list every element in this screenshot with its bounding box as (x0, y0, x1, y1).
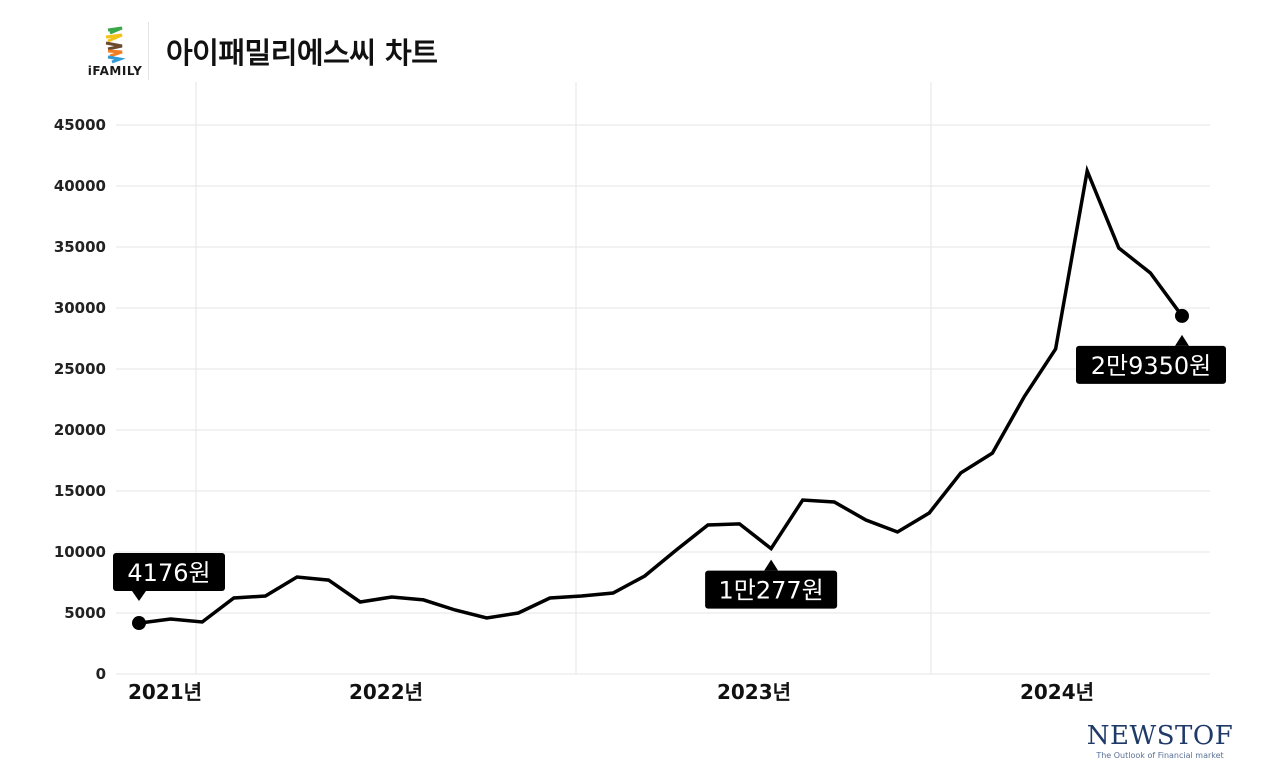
brand-tagline: The Outlook of Financial market (1096, 751, 1224, 760)
price-annotation: 2만9350원 (1076, 334, 1226, 384)
y-tick-label: 45000 (54, 116, 106, 134)
y-tick-label: 30000 (54, 299, 106, 317)
endpoint-marker (1175, 308, 1189, 323)
y-tick-label: 0 (96, 665, 106, 683)
annotation-label: 2만9350원 (1091, 352, 1212, 380)
y-tick-label: 25000 (54, 360, 106, 378)
price-annotation: 1만277원 (705, 559, 838, 609)
y-tick-label: 5000 (64, 604, 106, 622)
logo-text: iFAMILY (87, 64, 143, 78)
annotation-label: 4176원 (127, 559, 210, 587)
price-annotation: 4176원 (113, 553, 225, 602)
price-line (138, 164, 1184, 625)
y-tick-label: 10000 (54, 543, 106, 561)
y-tick-label: 15000 (54, 482, 106, 500)
header-divider (148, 22, 149, 80)
newstof-brand: NEWSTOF The Outlook of Financial market (1080, 722, 1240, 760)
brand-name: NEWSTOF (1086, 721, 1234, 751)
x-tick-label: 2021년 (128, 680, 202, 704)
x-tick-label: 2024년 (1020, 680, 1094, 704)
x-tick-label: 2022년 (349, 680, 423, 704)
y-tick-label: 35000 (54, 238, 106, 256)
ifamily-logo: iFAMILY (84, 26, 146, 80)
ifamily-logo-icon (105, 26, 126, 64)
annotation-label: 1만277원 (718, 577, 823, 605)
x-tick-label: 2023년 (717, 680, 791, 704)
y-tick-label: 20000 (54, 421, 106, 439)
endpoint-marker (132, 616, 146, 631)
page-title: 아이패밀리에스씨 차트 (166, 36, 438, 70)
y-tick-label: 40000 (54, 177, 106, 195)
